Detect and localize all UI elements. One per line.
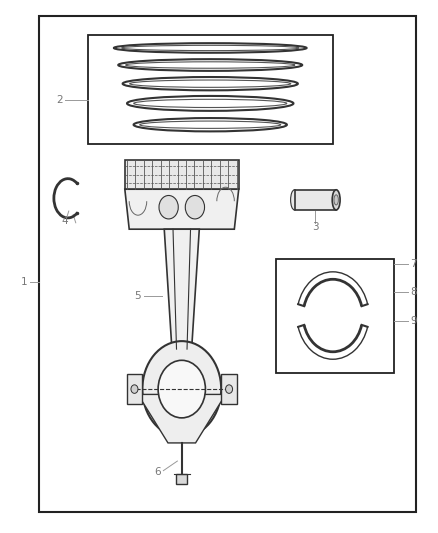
Bar	[125, 160, 239, 189]
Bar	[221, 374, 237, 404]
Bar	[176, 474, 187, 484]
Circle shape	[226, 385, 233, 393]
Polygon shape	[138, 394, 226, 443]
Circle shape	[131, 385, 138, 393]
Bar	[88, 35, 333, 144]
Text: 7: 7	[410, 259, 417, 269]
Ellipse shape	[332, 190, 340, 210]
Polygon shape	[125, 189, 239, 229]
Bar	[276, 259, 394, 373]
Ellipse shape	[334, 195, 338, 205]
Circle shape	[142, 341, 221, 437]
Text: 4: 4	[61, 216, 68, 226]
Bar	[294, 190, 336, 210]
Bar	[127, 374, 142, 404]
Text: 3: 3	[312, 222, 319, 231]
Bar	[39, 16, 416, 512]
Ellipse shape	[291, 190, 299, 210]
Circle shape	[185, 196, 205, 219]
Text: 2: 2	[56, 95, 63, 105]
Text: 8: 8	[410, 287, 417, 297]
Text: 5: 5	[134, 291, 141, 301]
Circle shape	[159, 196, 178, 219]
Text: 9: 9	[410, 316, 417, 326]
Text: 1: 1	[21, 278, 28, 287]
Polygon shape	[164, 229, 199, 349]
Circle shape	[158, 360, 205, 418]
Text: 6: 6	[154, 467, 161, 477]
